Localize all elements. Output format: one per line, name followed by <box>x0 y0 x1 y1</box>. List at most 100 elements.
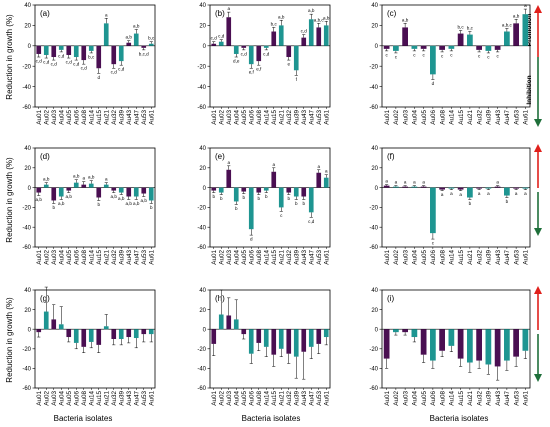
y-tick-label: 40 <box>199 146 206 152</box>
category-label: Au02 <box>218 110 225 125</box>
category-label: Au08 <box>256 391 263 406</box>
category-label: Au43 <box>495 250 502 265</box>
bar-Au15 <box>96 187 102 198</box>
significance-label: a <box>441 192 444 197</box>
bar-Au61 <box>323 25 329 46</box>
significance-label: b <box>302 201 305 206</box>
significance-label: a,b <box>36 197 43 202</box>
significance-label: b <box>287 196 290 201</box>
significance-label: c,d <box>211 36 218 41</box>
y-tick-label: 40 <box>371 288 378 294</box>
promotion-label: Promotion <box>526 14 533 47</box>
category-label: Au32 <box>286 110 293 125</box>
y-tick-label: -40 <box>197 367 206 373</box>
category-label: Au06 <box>73 110 80 125</box>
category-label: Au01 <box>211 250 218 265</box>
panel-title: (g) <box>40 294 50 303</box>
significance-label: c,d <box>58 53 65 58</box>
bar-Au39 <box>293 45 299 71</box>
bar-Au43 <box>301 329 307 352</box>
category-label: Au02 <box>218 250 225 265</box>
bar-Au08 <box>256 187 262 193</box>
significance-label: a <box>524 191 527 196</box>
bar-Au04 <box>58 187 64 197</box>
significance-label: c <box>496 53 499 58</box>
bar-Au32 <box>286 329 292 354</box>
y-axis-titles: Reduction in growth (%) Reduction in gro… <box>5 14 14 383</box>
bar-Au08 <box>439 187 445 190</box>
bar-Au43 <box>126 42 132 46</box>
y-tick-label: -20 <box>369 347 378 353</box>
significance-label: a <box>385 179 388 184</box>
significance-label: e,f <box>256 67 262 72</box>
significance-label: a,b <box>323 15 330 20</box>
category-label: Au04 <box>233 110 240 125</box>
significance-label: f <box>296 77 298 82</box>
significance-label: a <box>325 169 328 174</box>
bar-Au04 <box>233 187 239 202</box>
significance-label: a,b <box>73 174 80 179</box>
category-label: Au61 <box>148 250 155 265</box>
y-tick-label: 0 <box>28 327 32 333</box>
category-label: Au39 <box>118 391 125 406</box>
bar-Au61 <box>522 14 529 46</box>
category-label: Au04 <box>58 391 65 406</box>
bar-Au01 <box>211 43 217 46</box>
panel-title: (a) <box>40 9 50 18</box>
category-label: Au03 <box>402 250 409 265</box>
panel-a: -60 -40 -20 0 20 40 (a) c,d Au01 c,d Au02 c,d Au03 c,… <box>22 3 155 125</box>
bar-Au06 <box>430 45 436 75</box>
panel-title: (c) <box>387 9 397 18</box>
significance-label: e,f <box>249 70 255 75</box>
category-label: Au15 <box>458 110 465 125</box>
y-tick-label: -60 <box>22 386 31 392</box>
category-label: Au61 <box>523 250 530 265</box>
bar-Au08 <box>81 45 87 61</box>
bar-Au43 <box>301 37 307 46</box>
category-label: Au15 <box>271 110 278 125</box>
category-label: Au08 <box>439 250 446 265</box>
significance-label: b <box>506 199 509 204</box>
category-label: Au39 <box>486 110 493 125</box>
category-label: Au32 <box>476 250 483 265</box>
y-tick-label: 40 <box>199 288 206 294</box>
bar-Au08 <box>439 329 445 351</box>
bar-Au14 <box>88 45 94 51</box>
category-label: Au39 <box>293 391 300 406</box>
bar-Au02 <box>43 184 49 188</box>
category-label: Au32 <box>111 250 118 265</box>
y-tick-label: 40 <box>371 3 378 9</box>
bar-Au39 <box>118 187 124 193</box>
bar-Au06 <box>430 187 436 234</box>
bar-Au61 <box>522 187 529 189</box>
bar-Au39 <box>485 45 492 51</box>
bar-Au15 <box>96 329 102 345</box>
bar-Au53 <box>141 45 147 48</box>
bar-Au61 <box>522 329 529 351</box>
y-tick-label: -60 <box>369 386 378 392</box>
category-label: Au53 <box>316 250 323 265</box>
bar-Au53 <box>141 329 147 335</box>
category-label: Au61 <box>323 250 330 265</box>
category-label: Au05 <box>241 250 248 265</box>
category-label: Au06 <box>430 110 437 125</box>
category-label: Au03 <box>51 250 58 265</box>
category-label: Au32 <box>476 391 483 406</box>
bar-Au03 <box>226 315 232 330</box>
significance-label: b,c <box>467 26 474 31</box>
significance-label: a,b <box>513 13 520 18</box>
y-tick-label: -60 <box>197 245 206 251</box>
bar-Au21 <box>103 184 109 188</box>
bar-Au04 <box>233 45 239 54</box>
category-label: Au06 <box>248 110 255 125</box>
bar-Au61 <box>323 177 329 188</box>
significance-label: c,d <box>118 67 125 72</box>
bar-Au04 <box>233 319 239 330</box>
bar-Au03 <box>226 169 232 188</box>
bar-Au15 <box>457 33 464 46</box>
bar-Au04 <box>58 324 64 330</box>
significance-label: c,d <box>218 34 225 39</box>
category-label: Au03 <box>402 391 409 406</box>
bar-Au01 <box>383 329 390 359</box>
category-label: Au39 <box>293 250 300 265</box>
